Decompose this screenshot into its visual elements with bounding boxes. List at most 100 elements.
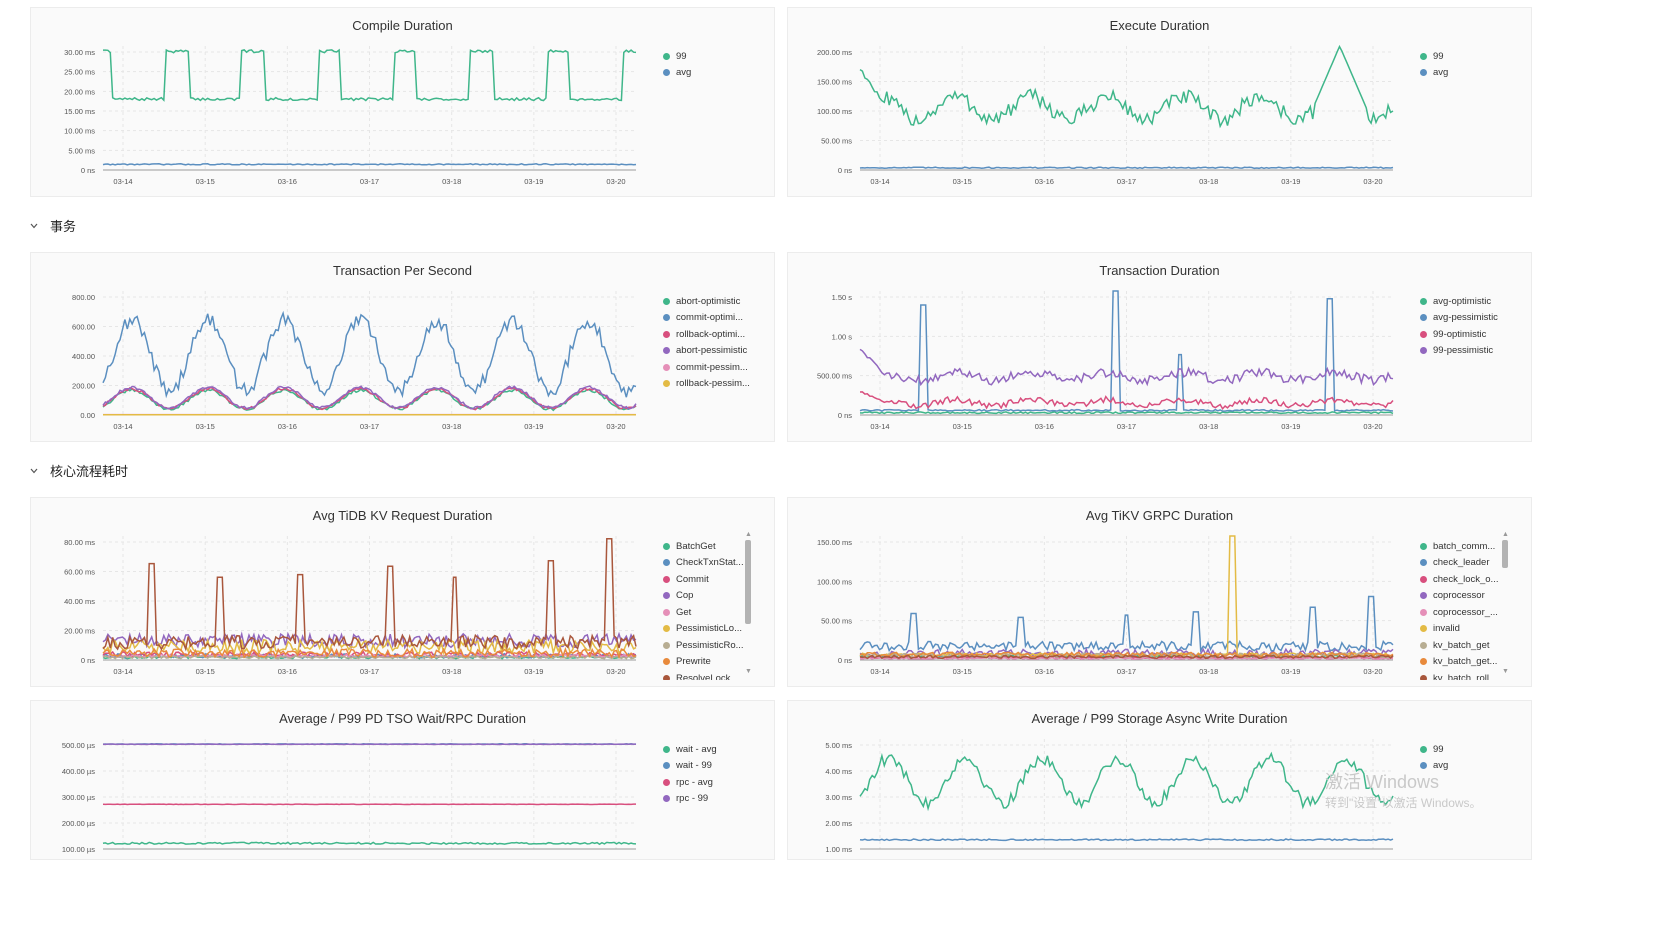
legend-swatch (663, 778, 670, 786)
legend-item[interactable]: abort-pessimistic (663, 343, 750, 360)
series-line-avg (859, 838, 1394, 842)
legend-swatch (1420, 330, 1427, 338)
y-tick-label: 200.00 ms (817, 48, 852, 57)
section-header-transaction[interactable]: 事务 (30, 216, 76, 235)
panel-tidb-kv-request-duration: Avg TiDB KV Request Duration 80.00 ms 60.… (30, 497, 775, 687)
y-tick-label: 10.00 ms (64, 127, 95, 136)
legend-item[interactable]: BatchGet (663, 538, 745, 555)
legend-swatch (663, 363, 670, 371)
scroll-up-arrow[interactable]: ▲ (745, 531, 752, 538)
legend-swatch (663, 542, 670, 550)
legend-item[interactable]: Commit (663, 571, 745, 588)
legend-item[interactable]: PessimisticLo... (663, 621, 745, 638)
y-tick-label: 15.00 ms (64, 107, 95, 116)
panel-execute-duration: Execute Duration 200.00 ms 150.00 ms 100.0… (787, 7, 1532, 197)
legend: abort-optimistic commit-optimi... rollback… (663, 293, 750, 392)
y-tick-label: 5.00 ms (825, 741, 852, 750)
legend: 99 avg (1420, 741, 1448, 774)
legend-item[interactable]: check_leader (1420, 555, 1500, 572)
legend-swatch (663, 641, 670, 649)
panel-title: Average / P99 PD TSO Wait/RPC Duration (279, 711, 526, 726)
legend-item[interactable]: rollback-pessim... (663, 376, 750, 393)
series-line-coprocessor- (859, 656, 1394, 661)
legend-item[interactable]: check_lock_o... (1420, 571, 1500, 588)
legend-item[interactable]: invalid (1420, 621, 1500, 638)
legend-label: PessimisticRo... (676, 639, 744, 651)
legend-label: rpc - 99 (676, 793, 709, 805)
legend-swatch (663, 347, 670, 355)
y-tick-label: 1.00 s (832, 332, 853, 341)
legend-item[interactable]: kv_batch_roll... (1420, 670, 1500, 680)
legend-item[interactable]: 99-optimistic (1420, 326, 1498, 343)
legend-item[interactable]: avg (1420, 65, 1448, 82)
y-tick-label: 0 ns (838, 166, 852, 175)
legend-swatch (1420, 625, 1427, 633)
legend-label: kv_batch_roll... (1433, 672, 1497, 680)
legend-scrollbar[interactable] (1502, 540, 1508, 568)
legend-item[interactable]: Cop (663, 588, 745, 605)
x-tick-label: 03-19 (1281, 667, 1300, 676)
legend-item[interactable]: ResolveLock (663, 670, 745, 680)
legend[interactable]: batch_comm... check_leader check_lock_o...… (1420, 538, 1500, 680)
legend-item[interactable]: 99 (1420, 741, 1448, 758)
y-tick-label: 20.00 ms (64, 87, 95, 96)
legend-item[interactable]: avg (663, 65, 691, 82)
legend-item[interactable]: batch_comm... (1420, 538, 1500, 555)
x-tick-label: 03-14 (870, 177, 889, 186)
x-tick-label: 03-20 (1363, 177, 1382, 186)
scroll-down-arrow[interactable]: ▼ (745, 668, 752, 675)
legend-label: kv_batch_get (1433, 639, 1490, 651)
panel-pd-tso-duration: Average / P99 PD TSO Wait/RPC Duration 5… (30, 700, 775, 860)
legend-item[interactable]: Prewrite (663, 654, 745, 671)
legend-item[interactable]: abort-optimistic (663, 293, 750, 310)
legend-item[interactable]: kv_batch_get (1420, 637, 1500, 654)
y-tick-label: 800.00 (72, 293, 95, 302)
legend-label: abort-pessimistic (676, 345, 748, 357)
legend-item[interactable]: 99 (663, 48, 691, 65)
legend[interactable]: BatchGet CheckTxnStat... Commit Cop Get Pessi… (663, 538, 745, 680)
chart-transaction-duration: 1.50 s 1.00 s 500.00 ms 0 ns 03-14 03-15 03-16… (817, 290, 1394, 431)
legend-item[interactable]: rpc - 99 (663, 791, 717, 808)
series-line-check-leader (859, 595, 1394, 653)
legend-label: avg (1433, 67, 1449, 79)
legend-label: avg (1433, 760, 1449, 772)
legend-item[interactable]: kv_batch_get... (1420, 654, 1500, 671)
chart-tidb-kv-request-duration: 80.00 ms 60.00 ms 40.00 ms 20.00 ms 0 ns 03-1… (64, 536, 637, 676)
chart-transaction-per-second: 800.00 600.00 400.00 200.00 0.00 03-14 03-15 03… (72, 291, 637, 431)
scroll-up-arrow[interactable]: ▲ (1502, 531, 1509, 538)
legend-item[interactable]: coprocessor (1420, 588, 1500, 605)
legend-item[interactable]: wait - 99 (663, 758, 717, 775)
y-tick-label: 50.00 ms (821, 617, 852, 626)
legend-item[interactable]: commit-pessim... (663, 359, 750, 376)
panel-title: Avg TiKV GRPC Duration (1085, 508, 1234, 523)
activation-watermark-subtitle: 转到"设置"以激活 Windows。 (1325, 796, 1482, 810)
legend-item[interactable]: CheckTxnStat... (663, 555, 745, 572)
y-tick-label: 0 ns (81, 166, 95, 175)
series-line-rpc-99 (102, 743, 637, 746)
legend-item[interactable]: rpc - avg (663, 774, 717, 791)
x-tick-label: 03-16 (278, 177, 297, 186)
legend-item[interactable]: avg (1420, 758, 1448, 775)
legend-scrollbar[interactable] (745, 540, 751, 624)
scroll-down-arrow[interactable]: ▼ (1502, 668, 1509, 675)
legend-label: wait - avg (676, 743, 717, 755)
legend-item[interactable]: rollback-optimi... (663, 326, 750, 343)
legend-item[interactable]: Get (663, 604, 745, 621)
y-tick-label: 200.00 (72, 382, 95, 391)
series-line-avg-optimistic (859, 411, 1394, 415)
panel-compile-duration: Compile Duration 30.00 ms 25.00 ms 20.00 m… (30, 7, 775, 197)
section-header-core-flow[interactable]: 核心流程耗时 (30, 461, 128, 480)
x-tick-label: 03-16 (278, 667, 297, 676)
legend-item[interactable]: PessimisticRo... (663, 637, 745, 654)
legend-item[interactable]: 99 (1420, 48, 1448, 65)
legend-item[interactable]: 99-pessimistic (1420, 343, 1498, 360)
legend: avg-optimistic avg-pessimistic 99-optimist… (1420, 293, 1498, 359)
y-tick-label: 1.00 ms (825, 845, 852, 854)
legend-item[interactable]: coprocessor_... (1420, 604, 1500, 621)
legend-swatch (1420, 559, 1427, 567)
legend-item[interactable]: wait - avg (663, 741, 717, 758)
legend-item[interactable]: commit-optimi... (663, 310, 750, 327)
y-tick-label: 3.00 ms (825, 793, 852, 802)
legend-item[interactable]: avg-optimistic (1420, 293, 1498, 310)
legend-item[interactable]: avg-pessimistic (1420, 310, 1498, 327)
